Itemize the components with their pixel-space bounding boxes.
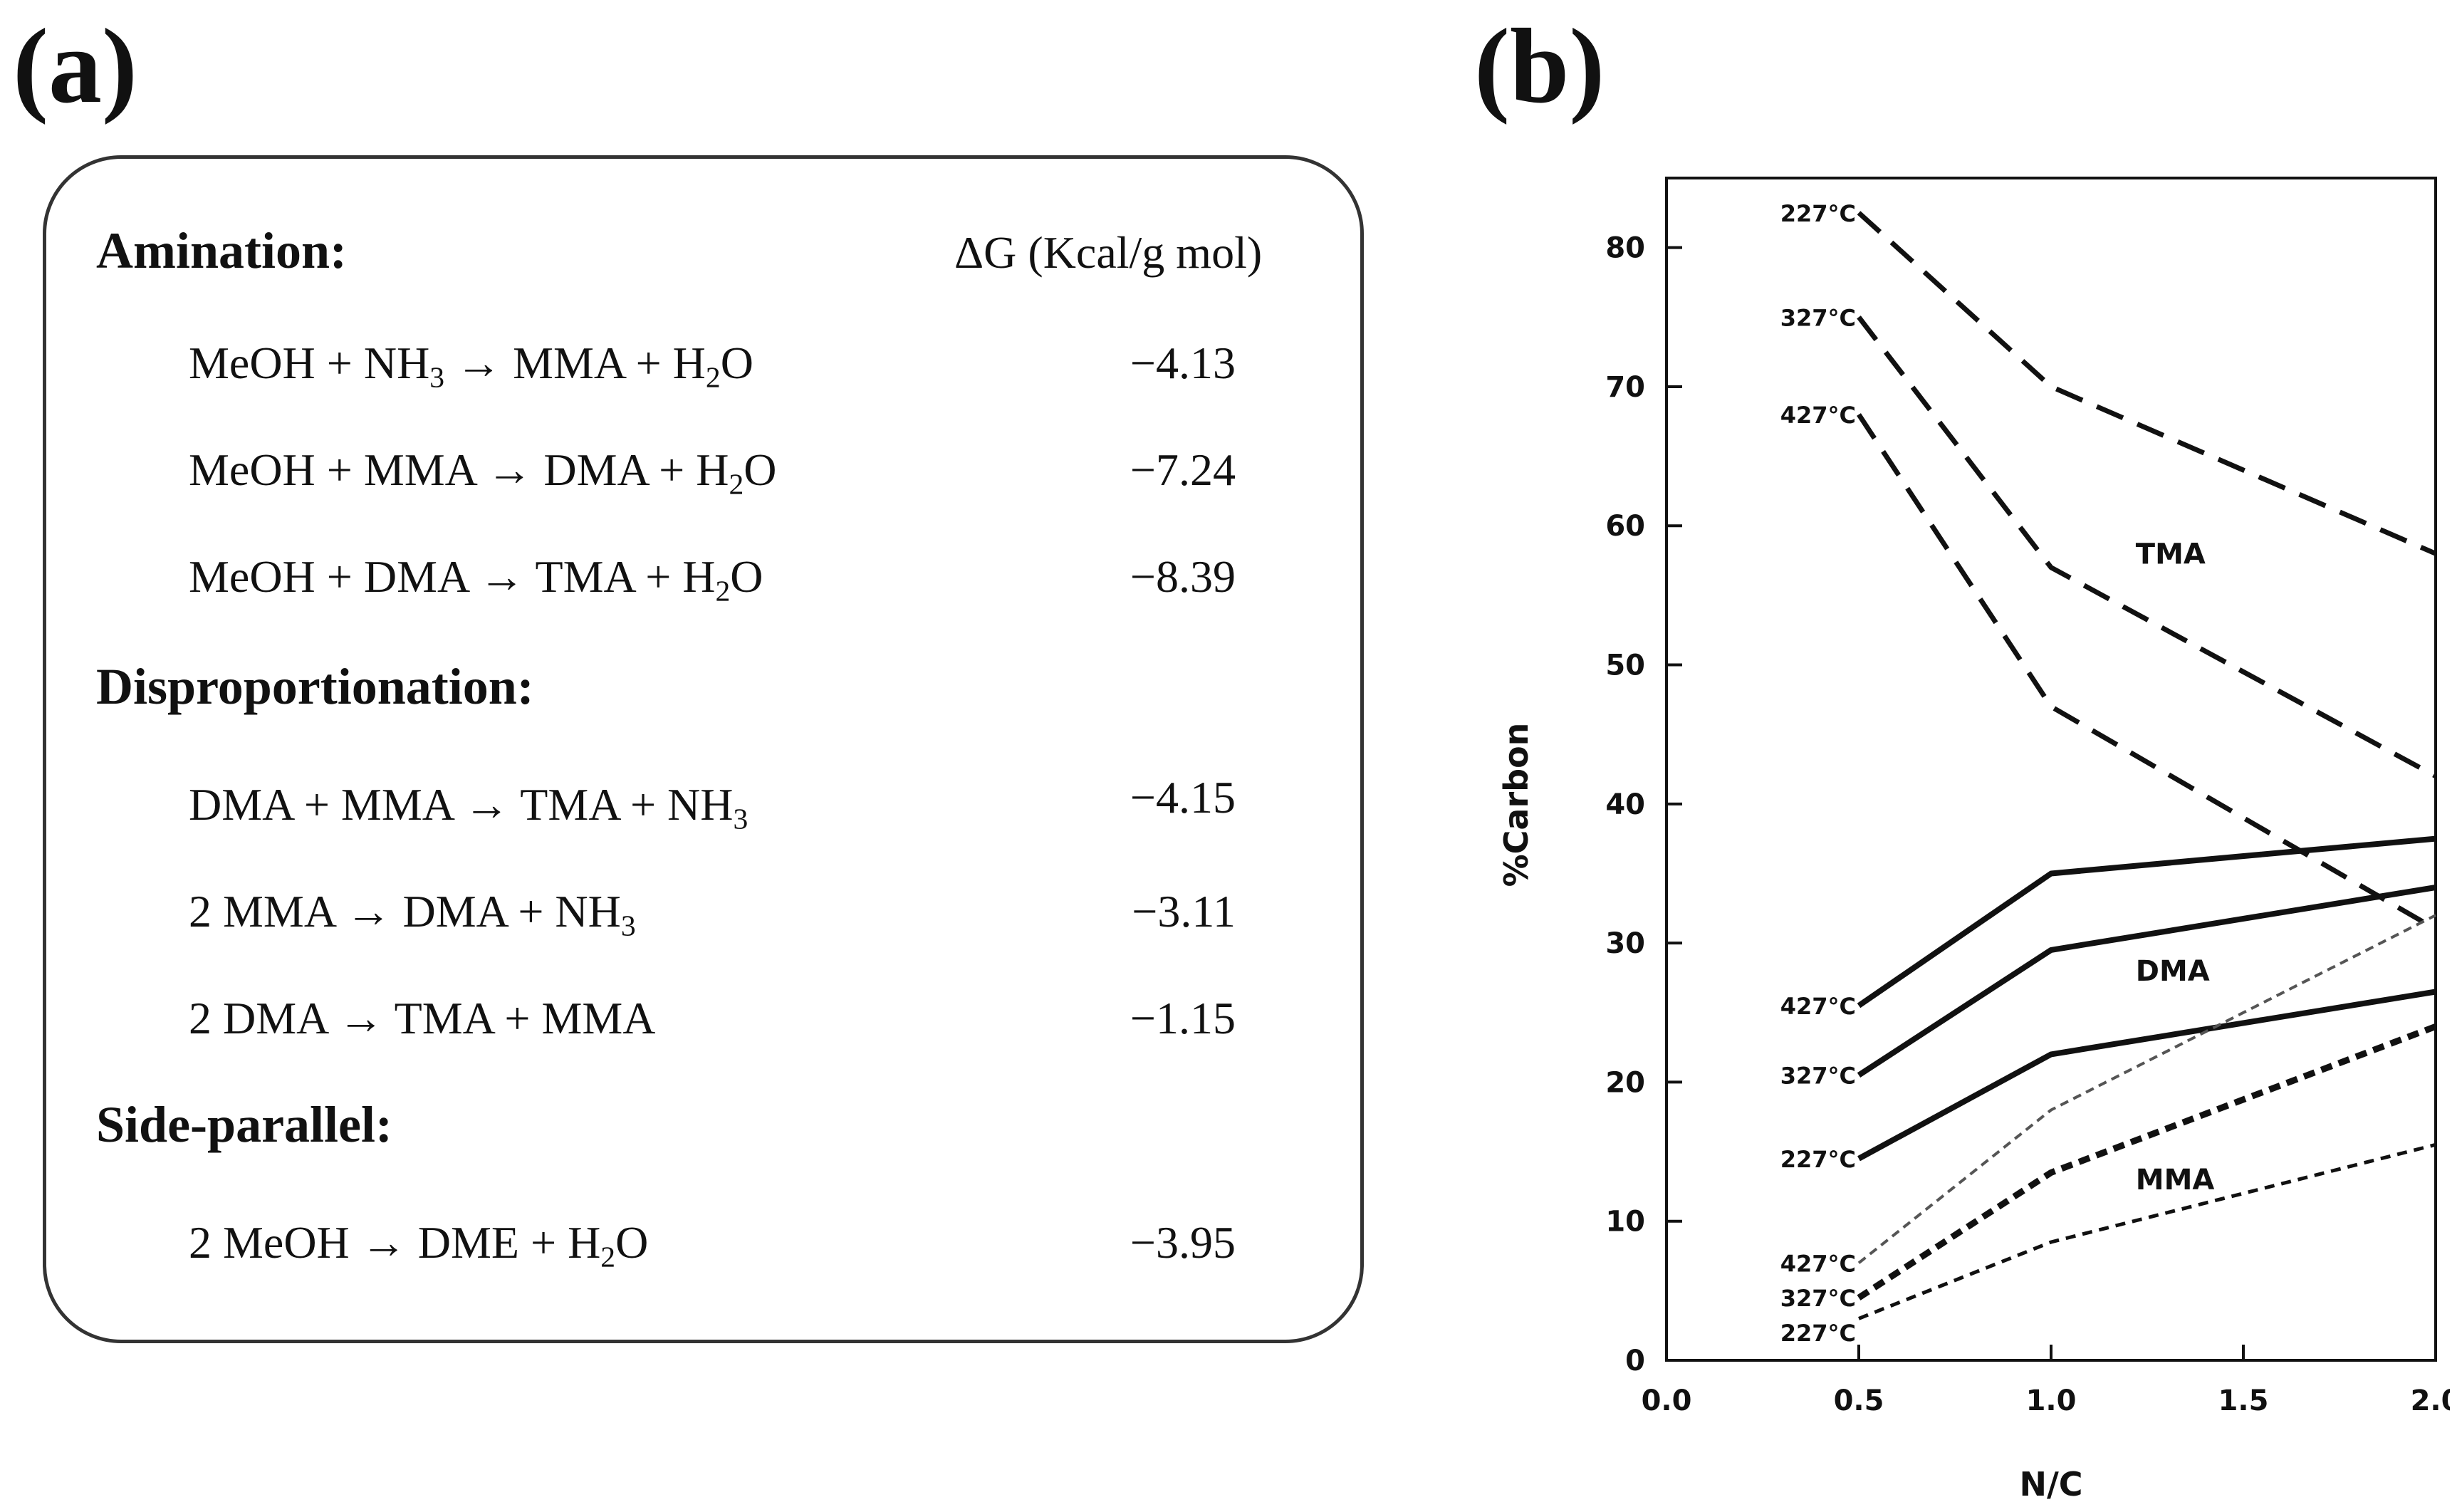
y-axis: 0 10 20 30 40 50 60 70 80 <box>1605 232 1682 1377</box>
carbon-distribution-chart: 0 10 20 30 40 50 60 70 80 0.0 0.5 1.0 1.5 2.0 227°C 3… <box>1497 177 2450 1503</box>
panel-b-label: (b) <box>1474 7 1605 125</box>
y-tick-label: 10 <box>1605 1206 1645 1239</box>
reaction-dg: −4.13 <box>1130 338 1236 388</box>
x-tick-label: 0.5 <box>1834 1385 1884 1417</box>
series-line <box>1857 211 2437 556</box>
temperature-label: 427°C <box>1780 1250 1856 1277</box>
series-line <box>1857 914 2436 1264</box>
x-tick-label: 1.0 <box>2026 1385 2077 1417</box>
x-tick-label: 0.0 <box>1642 1385 1692 1417</box>
reaction-equation: 2 MMA → DMA + NH3 <box>189 886 636 942</box>
x-axis-title: N/C <box>2019 1465 2082 1503</box>
series-line <box>1857 1023 2437 1300</box>
series-group-label: TMA <box>2136 538 2206 570</box>
y-tick-label: 30 <box>1605 927 1645 960</box>
series-line <box>1857 316 2437 778</box>
temperature-label: 427°C <box>1780 402 1856 429</box>
section-title-disproportionation: Disproportionation: <box>96 658 534 715</box>
series-line <box>1857 835 2436 1008</box>
series-line <box>1857 885 2436 1078</box>
y-tick-label: 80 <box>1605 232 1645 265</box>
reaction-dg: −7.24 <box>1130 444 1236 495</box>
series-line <box>1857 989 2436 1162</box>
reaction-dg: −8.39 <box>1130 551 1236 602</box>
reaction-dg: −3.11 <box>1132 886 1236 937</box>
reaction-equation: MeOH + NH3 → MMA + H2O <box>189 338 753 394</box>
series-lines <box>1857 211 2437 1320</box>
series-group-label: DMA <box>2136 955 2210 988</box>
section-title-side-parallel: Side-parallel: <box>96 1096 392 1153</box>
reaction-equation: 2 MeOH → DME + H2O <box>189 1217 649 1273</box>
x-tick-label: 1.5 <box>2218 1385 2269 1417</box>
reaction-equation: DMA + MMA → TMA + NH3 <box>189 779 748 835</box>
temperature-label: 227°C <box>1780 1146 1856 1173</box>
reaction-dg: −4.15 <box>1130 772 1236 823</box>
temperature-label: 227°C <box>1780 1320 1856 1347</box>
plot-frame <box>1665 177 2437 1362</box>
temperature-label: 227°C <box>1780 200 1856 227</box>
section-title-amination: Amination: <box>96 222 348 279</box>
x-axis: 0.0 0.5 1.0 1.5 2.0 <box>1642 1345 2450 1417</box>
y-tick-label: 20 <box>1605 1066 1645 1099</box>
y-tick-label: 40 <box>1605 788 1645 821</box>
reaction-dg: −3.95 <box>1130 1217 1236 1268</box>
reaction-table: ΔG (Kcal/g mol) Amination: MeOH + NH3 → … <box>43 155 1364 1343</box>
series-line <box>1857 413 2437 932</box>
temperature-label: 327°C <box>1780 1285 1856 1312</box>
y-tick-label: 50 <box>1605 650 1645 682</box>
panel-a-label: (a) <box>13 7 137 125</box>
reaction-dg: −1.15 <box>1130 993 1236 1043</box>
series-line <box>1858 1142 2436 1320</box>
temperature-label: 327°C <box>1780 304 1856 331</box>
temperature-label: 327°C <box>1780 1063 1856 1090</box>
delta-g-header: ΔG (Kcal/g mol) <box>954 227 1263 278</box>
series-group-label: MMA <box>2136 1164 2215 1196</box>
y-tick-label: 0 <box>1625 1345 1645 1377</box>
reaction-equation: MeOH + MMA → DMA + H2O <box>189 444 777 501</box>
y-tick-label: 60 <box>1605 510 1645 543</box>
temperature-label: 427°C <box>1780 993 1856 1020</box>
group-labels: TMA DMA MMA <box>2136 538 2215 1196</box>
y-axis-title: %Carbon <box>1497 723 1535 887</box>
y-tick-label: 70 <box>1605 371 1645 404</box>
temperature-labels: 227°C 327°C 427°C 427°C 327°C 227°C 427°C 327°C… <box>1780 200 1856 1347</box>
x-tick-label: 2.0 <box>2411 1385 2450 1417</box>
reaction-equation: 2 DMA → TMA + MMA <box>189 993 656 1043</box>
reaction-equation: MeOH + DMA → TMA + H2O <box>189 551 763 608</box>
